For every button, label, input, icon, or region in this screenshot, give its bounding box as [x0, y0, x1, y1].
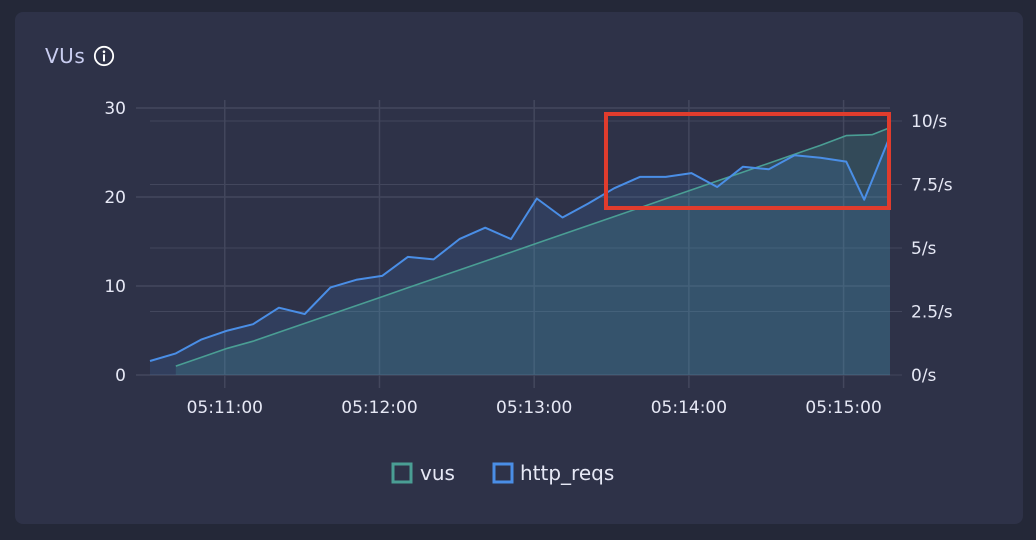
point-vus: [716, 180, 718, 182]
axes: 0 10 20 30 0/s 2.5/s 5/s 7.5/s 10/s 05:11:00 05:12…: [104, 99, 952, 418]
point-http_reqs: [794, 154, 796, 156]
point-vus: [588, 225, 590, 227]
line-http_reqs: [149, 135, 891, 362]
point-vus: [691, 189, 693, 191]
series-lines: [149, 126, 891, 367]
point-http_reqs: [665, 176, 667, 178]
y-right-tick-label: 0/s: [911, 366, 937, 386]
point-vus: [330, 314, 332, 316]
point-vus: [201, 356, 203, 358]
point-http_reqs: [252, 323, 254, 325]
y-right-tick-label: 2.5/s: [911, 303, 953, 323]
point-http_reqs: [588, 203, 590, 205]
x-tick-label: 05:12:00: [341, 398, 417, 418]
point-http_reqs: [691, 172, 693, 174]
point-vus: [510, 251, 512, 253]
legend-label-vus: vus: [420, 461, 455, 485]
point-http_reqs: [820, 157, 822, 159]
point-http_reqs: [716, 186, 718, 188]
point-http_reqs: [381, 275, 383, 277]
y-right-tick-label: 5/s: [911, 239, 937, 259]
point-vus: [665, 198, 667, 200]
y-left-tick-label: 20: [104, 188, 126, 208]
point-vus: [459, 269, 461, 271]
point-http_reqs: [407, 256, 409, 258]
series-areas: [150, 127, 891, 375]
y-left-tick-label: 10: [104, 277, 126, 297]
point-http_reqs: [863, 199, 865, 201]
area-vus: [175, 127, 891, 375]
panel-title-text: VUs: [45, 44, 86, 68]
point-vus: [768, 162, 770, 164]
y-right-tick-label: 7.5/s: [911, 176, 953, 196]
panel-title: VUs: [45, 44, 115, 68]
point-vus: [175, 365, 177, 367]
point-http_reqs: [562, 217, 564, 219]
point-vus: [613, 216, 615, 218]
area-http_reqs: [150, 136, 890, 375]
x-tick-label: 05:11:00: [187, 398, 263, 418]
point-http_reqs: [845, 161, 847, 163]
info-icon[interactable]: [93, 45, 115, 67]
highlight-box: [604, 112, 891, 210]
point-http_reqs: [201, 339, 203, 341]
point-http_reqs: [536, 198, 538, 200]
point-http_reqs: [175, 353, 177, 355]
point-vus: [355, 305, 357, 307]
point-vus: [484, 260, 486, 262]
point-http_reqs: [278, 307, 280, 309]
line-vus: [175, 126, 891, 367]
y-left-tick-label: 30: [104, 99, 126, 119]
x-tick-label: 05:15:00: [805, 398, 881, 418]
legend: vus http_reqs: [391, 461, 614, 485]
y-left-tick-label: 0: [115, 366, 126, 386]
point-http_reqs: [459, 238, 461, 240]
point-vus: [381, 296, 383, 298]
grid-lines: [136, 100, 902, 388]
y-right-tick-label: 10/s: [911, 112, 947, 132]
vus-panel: [15, 12, 1023, 524]
legend-swatch-vus: [391, 462, 413, 484]
point-vus: [407, 287, 409, 289]
point-vus: [252, 340, 254, 342]
x-tick-label: 05:13:00: [496, 398, 572, 418]
highlight-annotation: [604, 112, 891, 210]
point-http_reqs: [768, 168, 770, 170]
point-http_reqs: [613, 188, 615, 190]
x-tick-label: 05:14:00: [651, 398, 727, 418]
point-vus: [433, 278, 435, 280]
point-vus: [742, 171, 744, 173]
point-vus: [562, 234, 564, 236]
point-http_reqs: [742, 166, 744, 168]
point-vus: [278, 331, 280, 333]
point-vus: [227, 348, 229, 350]
point-http_reqs: [639, 176, 641, 178]
point-http_reqs: [304, 313, 306, 315]
point-http_reqs: [355, 279, 357, 281]
legend-swatch-http_reqs: [492, 462, 514, 484]
point-http_reqs: [227, 330, 229, 332]
point-vus: [304, 323, 306, 325]
point-vus: [871, 134, 873, 136]
point-http_reqs: [330, 287, 332, 289]
point-http_reqs: [149, 360, 151, 362]
point-vus: [536, 242, 538, 244]
point-http_reqs: [433, 259, 435, 261]
point-vus: [845, 135, 847, 137]
point-http_reqs: [510, 238, 512, 240]
legend-label-http_reqs: http_reqs: [520, 461, 614, 485]
point-http_reqs: [484, 227, 486, 229]
point-vus: [820, 145, 822, 147]
